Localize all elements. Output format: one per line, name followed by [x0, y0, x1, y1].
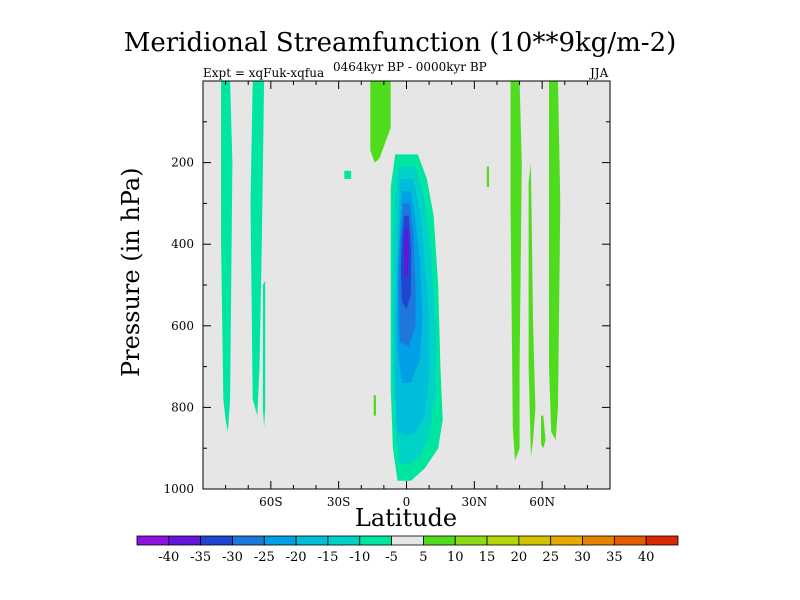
colorbar-label: -35	[190, 550, 211, 565]
contour-region-3	[344, 170, 352, 179]
y-tick-label: 400	[171, 237, 194, 251]
colorbar: -40 -35 -30 -25 -20 -15 -10 -5 5 10 15 20 25 30 35 40	[136, 535, 679, 565]
contour-region-5	[386, 81, 389, 106]
colorbar-label: -40	[158, 550, 179, 565]
colorbar-swatch	[454, 535, 488, 546]
contour-region-11	[549, 81, 561, 440]
contour-region-0	[221, 81, 233, 432]
x-axis-label: Latitude	[354, 504, 458, 532]
colorbar-label: -5	[385, 550, 398, 565]
contour-layer	[221, 81, 561, 481]
colorbar-label: 15	[479, 550, 496, 565]
contour-region-6	[373, 395, 376, 416]
colorbar-swatch	[550, 535, 583, 546]
y-tick-label: 200	[171, 156, 194, 170]
colorbar-swatch	[582, 535, 615, 546]
experiment-label: Expt = xqFuk-xqfua	[203, 66, 325, 80]
contour-region-18	[404, 227, 409, 277]
y-tick-label: 600	[171, 319, 194, 333]
x-tick-label: 60S	[259, 495, 283, 509]
colorbar-swatch	[423, 535, 456, 546]
season-label: JJA	[590, 66, 609, 80]
contour-region-4	[370, 81, 391, 163]
colorbar-swatch	[486, 535, 520, 546]
x-tick-label: 0	[403, 495, 411, 509]
colorbar-label: -20	[286, 550, 307, 565]
colorbar-swatch	[136, 535, 170, 546]
x-axis: 60S 30S 0 30N 60N	[225, 81, 588, 509]
contour-region-7	[486, 166, 489, 188]
colorbar-label: 25	[542, 550, 559, 565]
x-tick-label: 30N	[461, 495, 487, 509]
colorbar-swatch	[295, 535, 329, 546]
time-range-label: 0464kyr BP - 0000kyr BP	[333, 60, 487, 74]
contour-region-2	[262, 280, 266, 428]
colorbar-label: 5	[419, 550, 427, 565]
colorbar-swatch	[263, 535, 297, 546]
contour-region-9	[528, 162, 536, 457]
colorbar-label: 35	[606, 550, 623, 565]
colorbar-label: 40	[638, 550, 655, 565]
y-axis-label: Pressure (in hPa)	[117, 167, 145, 377]
colorbar-swatch	[645, 535, 679, 546]
colorbar-label: 20	[511, 550, 528, 565]
colorbar-label: -10	[349, 550, 370, 565]
contour-region-1	[250, 81, 265, 416]
colorbar-label: 30	[574, 550, 591, 565]
colorbar-swatch	[232, 535, 265, 546]
colorbar-swatch	[168, 535, 202, 546]
x-tick-label: 30S	[327, 495, 351, 509]
colorbar-swatch	[200, 535, 233, 546]
y-tick-label: 1000	[163, 482, 194, 496]
colorbar-label: 10	[447, 550, 464, 565]
colorbar-swatch	[391, 535, 424, 546]
colorbar-label: -30	[222, 550, 243, 565]
y-axis: 200 400 600 800 1000	[163, 121, 610, 496]
colorbar-label: -15	[317, 550, 338, 565]
contour-region-10	[541, 415, 546, 449]
contour-region-8	[510, 81, 522, 461]
colorbar-swatch	[359, 535, 392, 546]
chart-title: Meridional Streamfunction (10**9kg/m-2)	[123, 28, 677, 58]
colorbar-swatch	[518, 535, 552, 546]
colorbar-label: -25	[254, 550, 275, 565]
y-tick-label: 800	[171, 400, 194, 414]
colorbar-swatch	[613, 535, 647, 546]
colorbar-swatch	[327, 535, 361, 546]
x-tick-label: 60N	[529, 495, 555, 509]
